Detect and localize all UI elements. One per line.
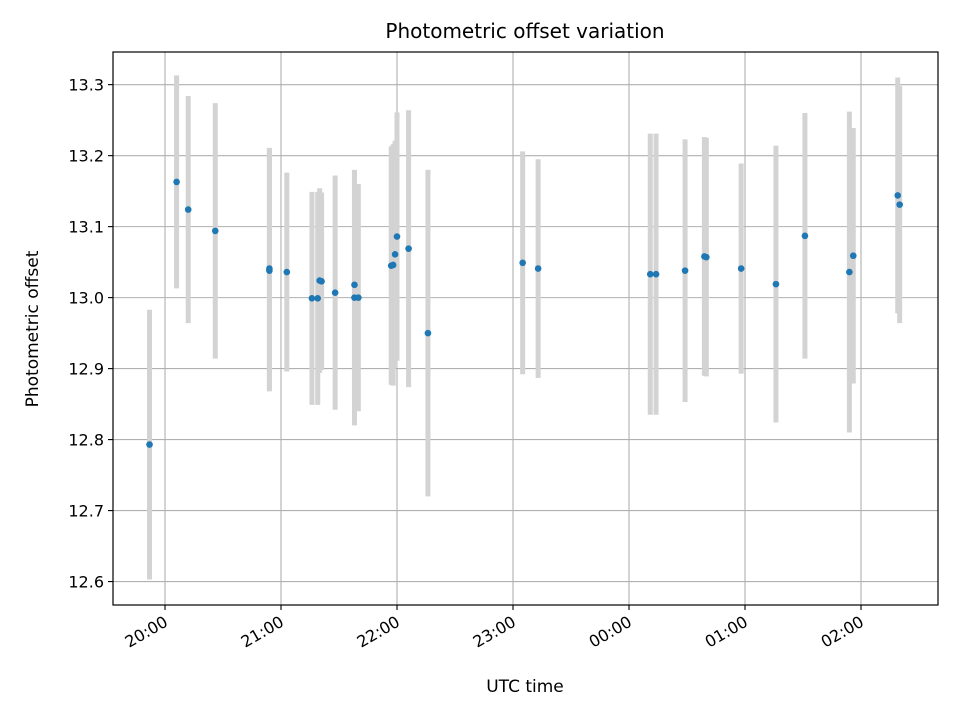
- y-tick-label: 12.9: [68, 360, 104, 379]
- data-point: [308, 295, 316, 302]
- data-point: [894, 192, 902, 199]
- data-point: [534, 265, 542, 272]
- data-point: [283, 268, 291, 276]
- data-point: [355, 294, 362, 301]
- data-point: [184, 206, 192, 213]
- data-point: [652, 270, 660, 278]
- data-point: [849, 252, 857, 260]
- y-tick-label: 12.6: [68, 573, 104, 592]
- data-point: [737, 265, 745, 272]
- data-point: [846, 268, 853, 276]
- data-point: [389, 261, 397, 269]
- data-points: [146, 178, 903, 448]
- data-point: [318, 277, 325, 285]
- data-point: [801, 232, 809, 240]
- data-point: [393, 233, 401, 240]
- y-axis-title: Photometric offset: [23, 250, 43, 407]
- data-point: [314, 295, 322, 302]
- grid: [113, 52, 938, 605]
- y-tick-label: 13.0: [68, 289, 104, 308]
- y-tick-label: 12.8: [68, 431, 104, 450]
- data-point: [331, 289, 339, 296]
- data-point: [211, 227, 219, 235]
- data-point: [146, 441, 153, 448]
- data-point: [703, 253, 710, 261]
- y-tick-label: 13.2: [68, 147, 104, 166]
- y-tick-label: 13.1: [68, 218, 104, 237]
- plot-area-frame: [112, 51, 939, 606]
- chart-title: Photometric offset variation: [385, 19, 664, 43]
- data-point: [772, 280, 780, 288]
- data-point: [681, 267, 689, 274]
- y-axis-ticks: 12.6 12.7 12.8 12.9 13.0 13.1 13.2 13.3: [68, 76, 113, 592]
- data-point: [173, 178, 180, 186]
- data-point: [896, 201, 903, 208]
- data-point: [424, 329, 432, 337]
- data-point: [266, 267, 273, 274]
- data-point: [646, 270, 654, 278]
- data-point: [519, 259, 526, 267]
- y-tick-label: 12.7: [68, 502, 104, 521]
- data-point: [351, 281, 358, 289]
- y-tick-label: 13.3: [68, 76, 104, 95]
- data-point: [391, 251, 399, 258]
- x-axis-title: UTC time: [486, 677, 564, 697]
- data-point: [405, 245, 412, 252]
